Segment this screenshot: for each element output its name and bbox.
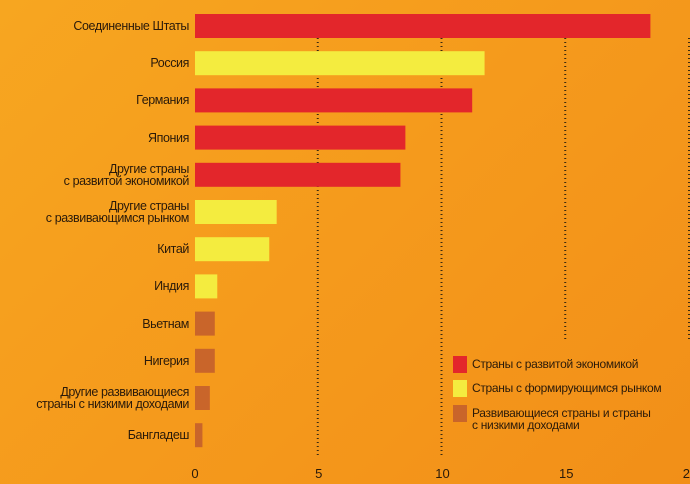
- bar: [195, 311, 215, 336]
- bar: [195, 125, 406, 150]
- y-tick-label: Бангладеш: [127, 428, 190, 443]
- legend-label: Страны с развитой экономикой: [472, 357, 639, 371]
- x-tick-label: 20: [683, 466, 690, 481]
- x-tick-label: 5: [315, 466, 322, 481]
- x-tick-label: 0: [191, 466, 198, 481]
- y-tick-label: Другие страны с развивающимся рынком: [45, 199, 190, 225]
- bar: [195, 274, 218, 299]
- bar: [195, 237, 270, 262]
- x-tick-label: 15: [559, 466, 573, 481]
- y-tick-label: Индия: [154, 279, 189, 294]
- legend-swatch: [453, 356, 467, 373]
- bar: [195, 88, 473, 113]
- y-tick-label: Россия: [150, 56, 189, 71]
- y-tick-label: Япония: [147, 130, 189, 145]
- x-tick-label: 10: [435, 466, 449, 481]
- legend-swatch: [453, 380, 467, 397]
- bar: [195, 14, 651, 38]
- bar: [195, 162, 401, 187]
- y-tick-label: Германия: [136, 93, 189, 108]
- legend-label: Развивающиеся страны и страны с низкими …: [472, 406, 651, 432]
- y-tick-label: Другие развивающиеся страны с низкими до…: [36, 385, 189, 411]
- y-tick-label: Другие страны с развитой экономикой: [63, 161, 190, 188]
- y-tick-label: Соединенные Штаты: [73, 19, 189, 33]
- y-tick-label: Вьетнам: [142, 316, 189, 331]
- y-tick-label: Китай: [157, 242, 189, 257]
- legend-swatch: [453, 405, 467, 422]
- y-tick-label: Нигерия: [143, 353, 190, 368]
- bar: [195, 423, 203, 448]
- bar: [195, 200, 277, 224]
- legend-label: Страны с формирующимся рынком: [472, 381, 662, 395]
- bar: [195, 386, 210, 410]
- bar: [195, 51, 485, 76]
- bar: [195, 348, 215, 373]
